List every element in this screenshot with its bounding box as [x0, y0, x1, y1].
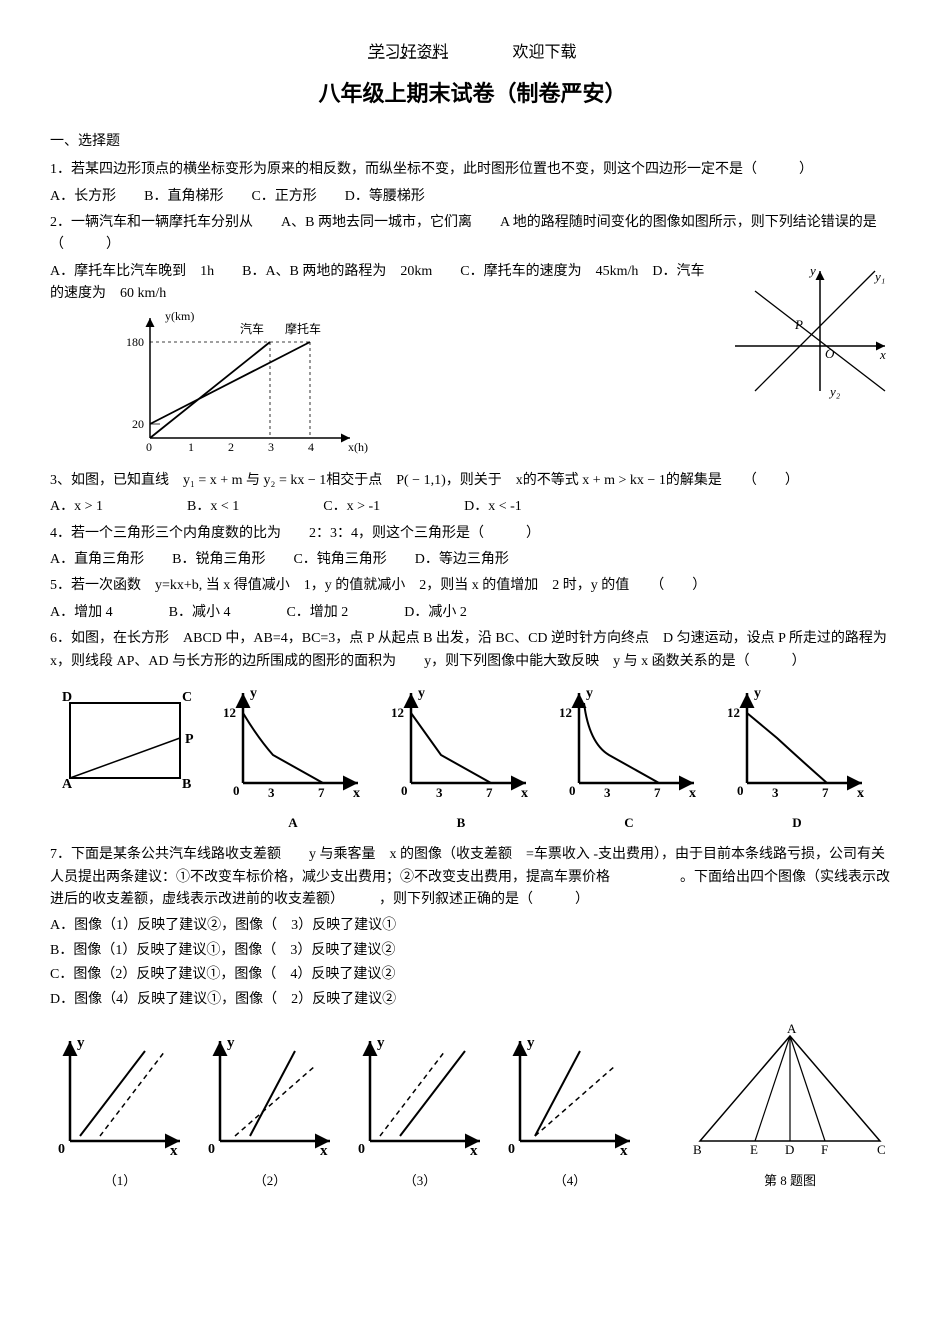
svg-text:7: 7	[486, 785, 493, 800]
q6-rect: D C A B P	[50, 683, 200, 811]
q1-options: A．长方形 B．直角梯形 C．正方形 D．等腰梯形	[50, 186, 895, 208]
svg-text:x: x	[170, 1143, 178, 1159]
q6-chart-c: y x 0 12 3 7 C	[554, 683, 704, 834]
svg-text:y: y	[586, 686, 593, 701]
svg-text:0: 0	[208, 1142, 215, 1157]
q3-graph: O x y P y₁ y₂	[725, 261, 895, 409]
svg-text:2: 2	[228, 440, 234, 454]
svg-text:3: 3	[268, 440, 274, 454]
svg-text:0: 0	[401, 783, 408, 798]
svg-text:12: 12	[223, 705, 236, 720]
svg-text:汽车: 汽车	[240, 321, 264, 336]
svg-text:P: P	[794, 317, 803, 332]
svg-text:y: y	[418, 686, 425, 701]
svg-text:x: x	[470, 1143, 478, 1159]
svg-text:7: 7	[822, 785, 829, 800]
svg-text:0: 0	[569, 783, 576, 798]
q5-text: 5．若一次函数 y=kx+b, 当 x 得值减小 1，y 的值就减小 2，则当 …	[50, 575, 895, 597]
q8-figure: A B E D F C 第 8 题图	[685, 1021, 895, 1192]
q7-chart-4: y x 0 （4）	[500, 1031, 640, 1192]
header-left: 学习好资料	[368, 44, 448, 61]
q2-text: 2．一辆汽车和一辆摩托车分别从 A、B 两地去同一城市，它们离 A 地的路程随时…	[50, 212, 895, 257]
q3-options: A．x > 1 B．x < 1 C．x > -1 D．x < -1	[50, 496, 895, 518]
svg-text:y: y	[808, 263, 816, 278]
q7-opt-c: C．图像（2）反映了建议①，图像（ 4）反映了建议②	[50, 964, 895, 986]
svg-text:A: A	[787, 1021, 797, 1036]
q1-text: 1．若某四边形顶点的横坐标变形为原来的相反数，而纵坐标不变，此时图形位置也不变，…	[50, 159, 895, 181]
svg-text:P: P	[185, 732, 194, 747]
svg-text:0: 0	[58, 1142, 65, 1157]
svg-text:20: 20	[132, 417, 144, 431]
svg-text:y: y	[754, 686, 761, 701]
svg-text:C: C	[877, 1142, 886, 1157]
q3-text: 3、如图，已知直线 y₁ = x + m 与 y₂ = kx − 1相交于点 P…	[50, 470, 895, 492]
svg-text:x: x	[353, 786, 360, 801]
svg-text:0: 0	[358, 1142, 365, 1157]
q7-chart-1: y x 0 （1）	[50, 1031, 190, 1192]
q4-options: A．直角三角形 B．锐角三角形 C．钝角三角形 D．等边三角形	[50, 549, 895, 571]
svg-text:A: A	[62, 777, 73, 792]
svg-text:y: y	[77, 1035, 85, 1051]
svg-text:7: 7	[654, 785, 661, 800]
q7-chart-3: y x 0 （3）	[350, 1031, 490, 1192]
q7-opt-d: D．图像（4）反映了建议①，图像（ 2）反映了建议②	[50, 989, 895, 1011]
svg-text:0: 0	[146, 440, 152, 454]
svg-text:B: B	[182, 777, 191, 792]
svg-text:y₁: y₁	[873, 269, 885, 284]
svg-text:12: 12	[391, 705, 404, 720]
svg-text:7: 7	[318, 785, 325, 800]
svg-text:4: 4	[308, 440, 314, 454]
q6-chart-d: y x 0 12 3 7 D	[722, 683, 872, 834]
q6-text: 6．如图，在长方形 ABCD 中，AB=4，BC=3，点 P 从起点 B 出发，…	[50, 628, 895, 673]
svg-text:C: C	[182, 690, 192, 705]
svg-text:E: E	[750, 1142, 758, 1157]
q7-opt-a: A．图像（1）反映了建议②，图像（ 3）反映了建议①	[50, 915, 895, 937]
svg-text:x: x	[521, 786, 528, 801]
q7-figures-row: y x 0 （1） y x 0 （2） y x 0	[50, 1021, 895, 1192]
svg-text:12: 12	[727, 705, 740, 720]
svg-text:0: 0	[737, 783, 744, 798]
svg-text:y₂: y₂	[828, 384, 841, 399]
svg-text:0: 0	[508, 1142, 515, 1157]
svg-text:3: 3	[436, 785, 443, 800]
svg-text:D: D	[62, 690, 72, 705]
q7-chart-2: y x 0 （2）	[200, 1031, 340, 1192]
q7-opt-b: B．图像（1）反映了建议①，图像（ 3）反映了建议②	[50, 940, 895, 962]
svg-text:B: B	[693, 1142, 702, 1157]
svg-text:x: x	[857, 786, 864, 801]
svg-text:3: 3	[268, 785, 275, 800]
svg-text:y: y	[377, 1035, 385, 1051]
q8-caption: 第 8 题图	[685, 1171, 895, 1192]
svg-text:1: 1	[188, 440, 194, 454]
svg-text:y: y	[250, 686, 257, 701]
section-1-title: 一、选择题	[50, 131, 895, 153]
svg-text:0: 0	[233, 783, 240, 798]
svg-text:y: y	[227, 1035, 235, 1051]
q7-text: 7．下面是某条公共汽车线路收支差额 y 与乘客量 x 的图像（收支差额 =车票收…	[50, 844, 895, 911]
svg-text:x: x	[620, 1143, 628, 1159]
svg-text:180: 180	[126, 335, 144, 349]
svg-text:F: F	[821, 1142, 828, 1157]
q6-chart-b: y x 0 12 3 7 B	[386, 683, 536, 834]
q6-chart-a: y x 0 12 3 7 A	[218, 683, 368, 834]
svg-text:x(h): x(h)	[348, 440, 368, 454]
svg-text:x: x	[689, 786, 696, 801]
page-title: 八年级上期末试卷（制卷严安）	[50, 76, 895, 111]
svg-text:x: x	[879, 347, 886, 362]
q5-options: A．增加 4 B．减小 4 C．增加 2 D．减小 2	[50, 602, 895, 624]
svg-text:O: O	[825, 346, 835, 361]
svg-text:摩托车: 摩托车	[285, 321, 321, 336]
svg-text:y(km): y(km)	[165, 309, 194, 323]
svg-text:3: 3	[772, 785, 779, 800]
q2-chart: y(km) x(h) 180 20 0 1 2 3 4 汽车 摩托车	[110, 308, 370, 466]
svg-text:y: y	[527, 1035, 535, 1051]
header-right: 欢迎下载	[513, 44, 577, 61]
svg-text:3: 3	[604, 785, 611, 800]
svg-text:D: D	[785, 1142, 794, 1157]
q6-figures: D C A B P y x 0 12 3 7 A y x 0	[50, 683, 895, 834]
svg-text:12: 12	[559, 705, 572, 720]
svg-text:x: x	[320, 1143, 328, 1159]
q4-text: 4．若一个三角形三个内角度数的比为 2：3：4，则这个三角形是（ ）	[50, 523, 895, 545]
